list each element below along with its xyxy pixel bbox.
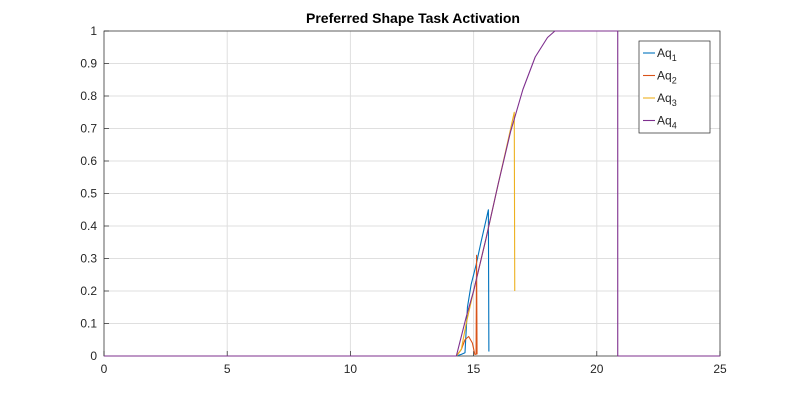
legend-label: Aq3	[657, 91, 677, 108]
y-tick-label: 1	[90, 24, 97, 38]
y-tick-label: 0	[90, 349, 97, 363]
legend-label: Aq2	[657, 69, 677, 86]
series-line-aq4	[104, 30, 720, 357]
y-tick-label: 0.8	[80, 89, 97, 103]
y-tick-label: 0.3	[80, 252, 97, 266]
x-tick-label: 15	[467, 362, 481, 376]
y-tick-label: 0.1	[80, 317, 97, 331]
series-lines	[104, 30, 720, 357]
x-tick-label: 10	[344, 362, 358, 376]
y-tick-label: 0.2	[80, 284, 97, 298]
x-tick-label: 25	[713, 362, 727, 376]
y-tick-label: 0.4	[80, 219, 97, 233]
x-tick-label: 0	[101, 362, 108, 376]
x-tick-label: 20	[590, 362, 604, 376]
y-tick-label: 0.5	[80, 187, 97, 201]
x-tick-label: 5	[224, 362, 231, 376]
axis-ticks: 0 5 10 15 20 25 0 0.1 0.2 0.3 0.4 0.5 0.6 0.7 0.8 0.9 1	[80, 24, 727, 376]
legend-label: Aq4	[657, 114, 677, 131]
legend-box	[638, 40, 711, 134]
y-tick-label: 0.9	[80, 57, 97, 71]
chart-title: Preferred Shape Task Activation	[306, 10, 520, 26]
legend: Aq1 Aq2 Aq3 Aq4	[638, 40, 711, 134]
legend-label: Aq1	[657, 46, 677, 63]
series-line-aq1	[104, 209, 490, 357]
y-tick-label: 0.6	[80, 154, 97, 168]
y-tick-label: 0.7	[80, 122, 97, 136]
